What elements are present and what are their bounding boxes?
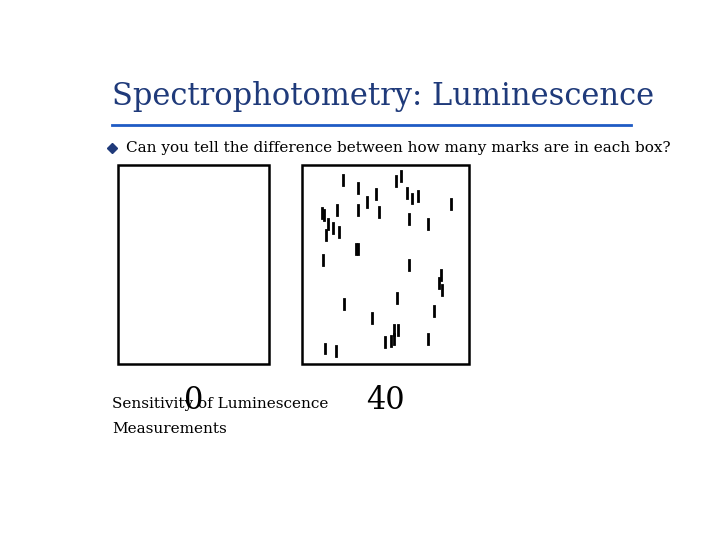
Text: 0: 0: [184, 385, 203, 416]
Text: 40: 40: [366, 385, 405, 416]
Text: Can you tell the difference between how many marks are in each box?: Can you tell the difference between how …: [126, 141, 671, 155]
Text: Sensitivity of Luminescence: Sensitivity of Luminescence: [112, 397, 329, 411]
Text: Measurements: Measurements: [112, 422, 227, 436]
Text: Spectrophotometry: Luminescence: Spectrophotometry: Luminescence: [112, 82, 654, 112]
